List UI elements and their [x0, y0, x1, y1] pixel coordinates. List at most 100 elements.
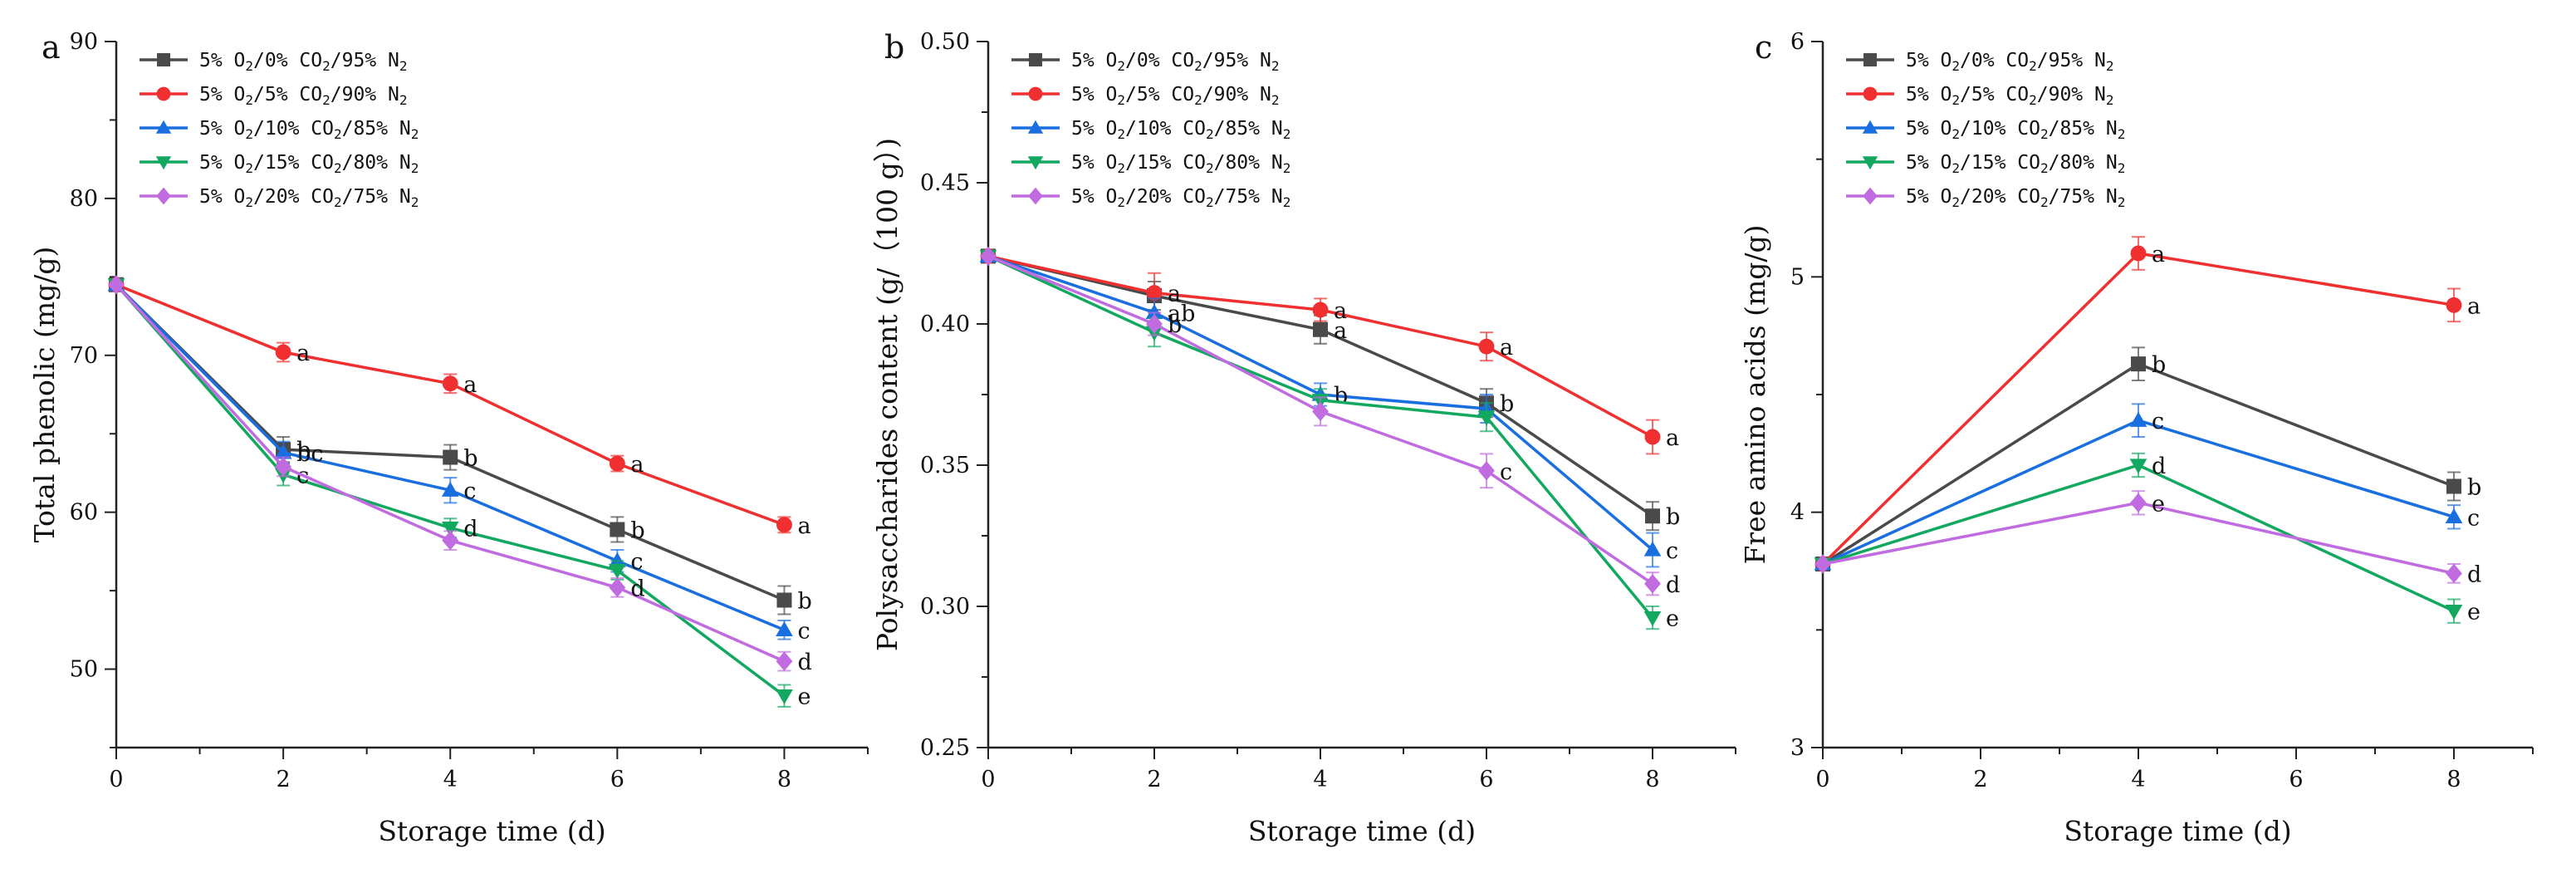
legend-subscript: 2: [245, 160, 253, 176]
significance-label: b: [1168, 312, 1182, 338]
data-point: [441, 521, 459, 537]
series-s2: a a a a: [108, 277, 811, 539]
legend-marker: [1862, 120, 1878, 134]
legend-text-part: /5% CO: [1125, 84, 1194, 105]
data-point: [1312, 302, 1329, 318]
legend-subscript: 2: [411, 126, 419, 142]
legend-text-part: 5% O: [1906, 118, 1952, 140]
data-point: [1313, 321, 1328, 337]
legend-item-s4: 5% O2/15% CO2/80% N2: [1011, 152, 1290, 176]
significance-label: d: [2467, 562, 2481, 587]
data-point: [275, 457, 292, 477]
legend-text-part: /0% CO: [1125, 50, 1194, 71]
data-point: [2446, 478, 2461, 494]
data-point: [275, 344, 291, 360]
y-tick-label: 0.35: [920, 453, 970, 478]
series-s3: bc c c c: [107, 276, 811, 644]
significance-label: d: [463, 517, 477, 542]
significance-label: b: [797, 588, 811, 614]
data-point: [443, 449, 458, 465]
legend-subscript: 2: [1283, 160, 1291, 176]
legend-subscript: 2: [1117, 126, 1125, 142]
x-tick-label: 8: [777, 767, 791, 792]
significance-label: a: [2467, 293, 2481, 319]
y-axis-title: Polysaccharides content (g/（100 g）): [871, 138, 904, 651]
x-tick-label: 4: [443, 767, 458, 792]
legend-subscript: 2: [411, 160, 419, 176]
legend-subscript: 2: [1952, 160, 1960, 176]
legend-subscript: 2: [2040, 126, 2049, 142]
x-tick-label: 6: [2289, 767, 2303, 792]
y-tick-label: 50: [70, 657, 98, 683]
y-tick-label: 60: [70, 500, 98, 526]
significance-label: c: [797, 618, 810, 644]
data-point: [776, 517, 792, 533]
legend-text-part: 5% O: [1071, 84, 1117, 105]
significance-label: d: [1666, 572, 1680, 598]
data-point: [1643, 611, 1662, 626]
panel-letter: c: [1755, 29, 1772, 66]
data-point: [108, 275, 125, 295]
significance-label: e: [1666, 606, 1679, 632]
legend-marker: [155, 156, 172, 170]
legend-text-part: 5% O: [1906, 186, 1952, 208]
legend-text-part: /90% N: [1202, 84, 1271, 105]
data-point: [1145, 304, 1163, 320]
legend-item-s5: 5% O2/20% CO2/75% N2: [1011, 186, 1290, 210]
legend-item-s1: 5% O2/0% CO2/95% N2: [1846, 50, 2114, 74]
y-tick-label: 0.30: [920, 594, 970, 620]
legend-subscript: 2: [245, 194, 253, 210]
legend-text-part: /80% N: [342, 152, 411, 174]
significance-label: b: [1500, 391, 1514, 417]
legend-item-s5: 5% O2/20% CO2/75% N2: [140, 186, 419, 210]
legend-text-part: 5% O: [1071, 186, 1117, 208]
y-tick-label: 70: [70, 343, 98, 369]
legend-label: 5% O2/15% CO2/80% N2: [1906, 152, 2125, 176]
significance-label: c: [630, 549, 643, 575]
legend-label: 5% O2/15% CO2/80% N2: [1071, 152, 1290, 176]
data-point: [608, 552, 626, 567]
legend-text-part: /90% N: [331, 84, 399, 105]
significance-label: a: [797, 513, 811, 539]
x-tick-label: 2: [1973, 767, 1987, 792]
significance-label: a: [630, 452, 644, 478]
legend-item-s3: 5% O2/10% CO2/85% N2: [1011, 118, 1290, 142]
y-axis-title: Total phenolic (mg/g): [28, 247, 61, 543]
legend-subscript: 2: [322, 92, 331, 108]
significance-label: a: [1334, 298, 1347, 324]
legend-label: 5% O2/0% CO2/95% N2: [1906, 50, 2114, 74]
legend-text-part: /90% N: [2037, 84, 2106, 105]
significance-label: c: [2467, 505, 2480, 531]
y-tick-label: 90: [70, 29, 98, 55]
legend-text-part: 5% O: [1906, 152, 1952, 174]
legend-text-part: /15% CO: [1125, 152, 1206, 174]
panel-letter: b: [884, 29, 904, 66]
significance-label: e: [797, 684, 811, 710]
data-point: [980, 246, 997, 267]
x-tick-label: 8: [2446, 767, 2461, 792]
legend-label: 5% O2/5% CO2/90% N2: [199, 84, 408, 108]
data-point: [776, 620, 793, 636]
significance-label: e: [2152, 491, 2165, 517]
data-point: [2446, 563, 2462, 584]
data-point: [1477, 410, 1496, 426]
series-s4: de: [1814, 452, 2481, 625]
legend-text-part: /80% N: [1214, 152, 1283, 174]
significance-label: c: [1500, 459, 1512, 485]
legend-subscript: 2: [334, 194, 342, 210]
legend-subscript: 2: [2118, 160, 2126, 176]
legend-subscript: 2: [245, 58, 253, 74]
legend-subscript: 2: [1117, 194, 1125, 210]
legend-text-part: /75% N: [1214, 186, 1283, 208]
significance-label: b: [2467, 475, 2481, 501]
y-tick-label: 4: [1790, 500, 1805, 526]
legend-subscript: 2: [2106, 58, 2114, 74]
legend-label: 5% O2/20% CO2/75% N2: [1906, 186, 2125, 210]
legend-subscript: 2: [2040, 194, 2049, 210]
legend-item-s1: 5% O2/0% CO2/95% N2: [1011, 50, 1280, 74]
series-s4: e: [979, 249, 1679, 632]
legend-subscript: 2: [2118, 194, 2126, 210]
legend-marker: [1027, 120, 1044, 134]
